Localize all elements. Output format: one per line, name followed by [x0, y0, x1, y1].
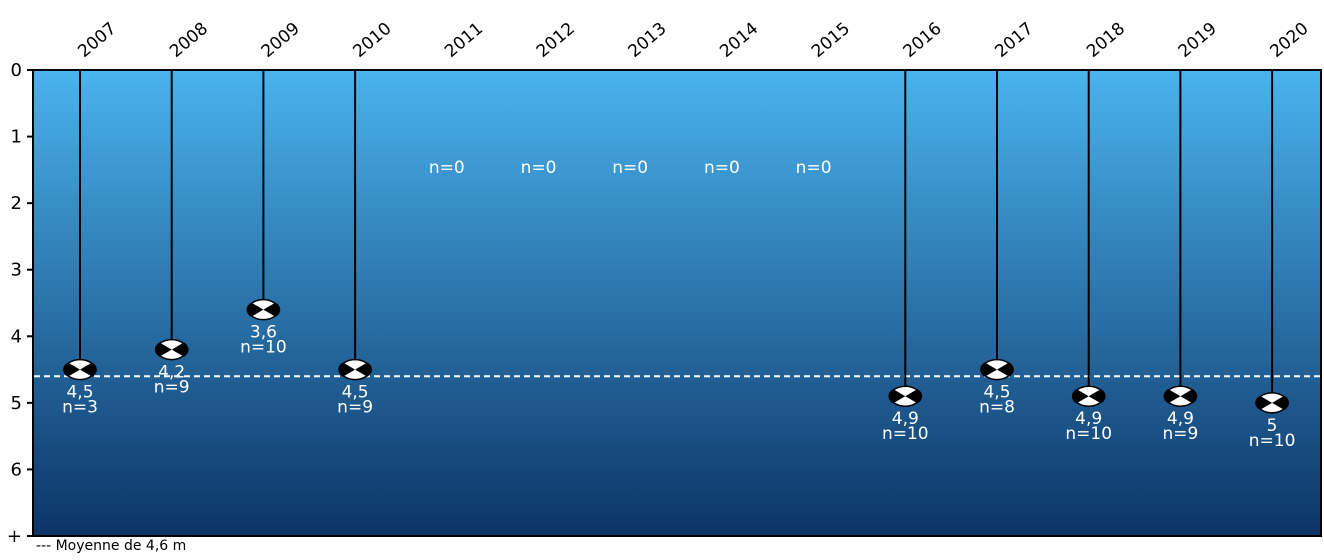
n-label: n=0: [429, 158, 465, 178]
secchi-disk: [1071, 385, 1106, 407]
n-label: n=3: [62, 398, 98, 418]
value-label: 4,5: [983, 383, 1010, 403]
x-tick-label: 2017: [991, 19, 1037, 62]
plot-area: [32, 69, 1322, 537]
x-tick-label: 2018: [1083, 19, 1129, 62]
value-label: 4,9: [892, 409, 919, 429]
value-label: 4,9: [1167, 409, 1194, 429]
n-label: n=0: [796, 158, 832, 178]
secchi-disk: [63, 358, 97, 381]
y-tick-label: 5: [11, 393, 22, 414]
x-tick-label: 2010: [349, 19, 395, 62]
legend-mean: --- Moyenne de 4,6 m: [36, 538, 187, 554]
n-label: n=10: [882, 424, 929, 444]
n-label: n=0: [612, 158, 648, 178]
y-tick-label: 2: [11, 193, 22, 214]
secchi-disk: [154, 338, 189, 361]
value-label: 4,5: [342, 383, 369, 403]
x-tick-label: 2011: [441, 19, 487, 62]
y-tick-label: +: [7, 526, 22, 547]
n-label: n=10: [240, 338, 287, 358]
value-label: 4,5: [66, 383, 93, 403]
secchi-disk: [338, 358, 372, 381]
n-label: n=10: [1249, 431, 1296, 451]
value-label: 5: [1267, 416, 1278, 436]
x-tick-label: 2019: [1175, 19, 1221, 62]
x-axis: 2007 2008 2009 2010 2011 2012 2013 2014 2015 2016…: [74, 19, 1312, 62]
value-label: 4,2: [158, 363, 185, 383]
value-label: 3,6: [250, 323, 277, 343]
n-label: n=9: [154, 378, 190, 398]
secchi-disk: [1255, 392, 1289, 414]
x-tick-label: 2008: [166, 19, 212, 62]
y-tick-label: 6: [11, 459, 22, 480]
x-tick-label: 2014: [716, 19, 762, 62]
n-label: n=0: [704, 158, 740, 178]
secchi-disk: [980, 358, 1014, 381]
n-label: n=8: [979, 398, 1015, 418]
n-label: n=10: [1065, 424, 1112, 444]
y-tick-label: 4: [11, 326, 22, 347]
x-tick-label: 2009: [258, 19, 304, 62]
y-axis: 0 1 2 3 4 5 6 +: [7, 60, 33, 547]
y-tick-label: 1: [11, 127, 22, 148]
x-tick-label: 2015: [808, 19, 854, 62]
y-tick-label: 0: [11, 60, 22, 81]
n-label: n=9: [337, 398, 373, 418]
secchi-disk: [246, 298, 281, 321]
secchi-disk: [1163, 385, 1198, 407]
x-tick-label: 2020: [1266, 19, 1312, 62]
value-label: 4,9: [1075, 409, 1102, 429]
x-tick-label: 2007: [74, 19, 120, 62]
n-label: n=0: [521, 158, 557, 178]
x-tick-label: 2013: [625, 19, 671, 62]
n-label: n=9: [1162, 424, 1198, 444]
x-tick-label: 2012: [533, 19, 579, 62]
x-tick-label: 2016: [900, 19, 946, 62]
secchi-disk: [888, 385, 923, 407]
data-marks: 4,5n=34,2n=93,6n=104,5n=9n=0 n=0 n=0 n=0 n=0…: [62, 70, 1295, 451]
y-tick-label: 3: [11, 260, 22, 281]
